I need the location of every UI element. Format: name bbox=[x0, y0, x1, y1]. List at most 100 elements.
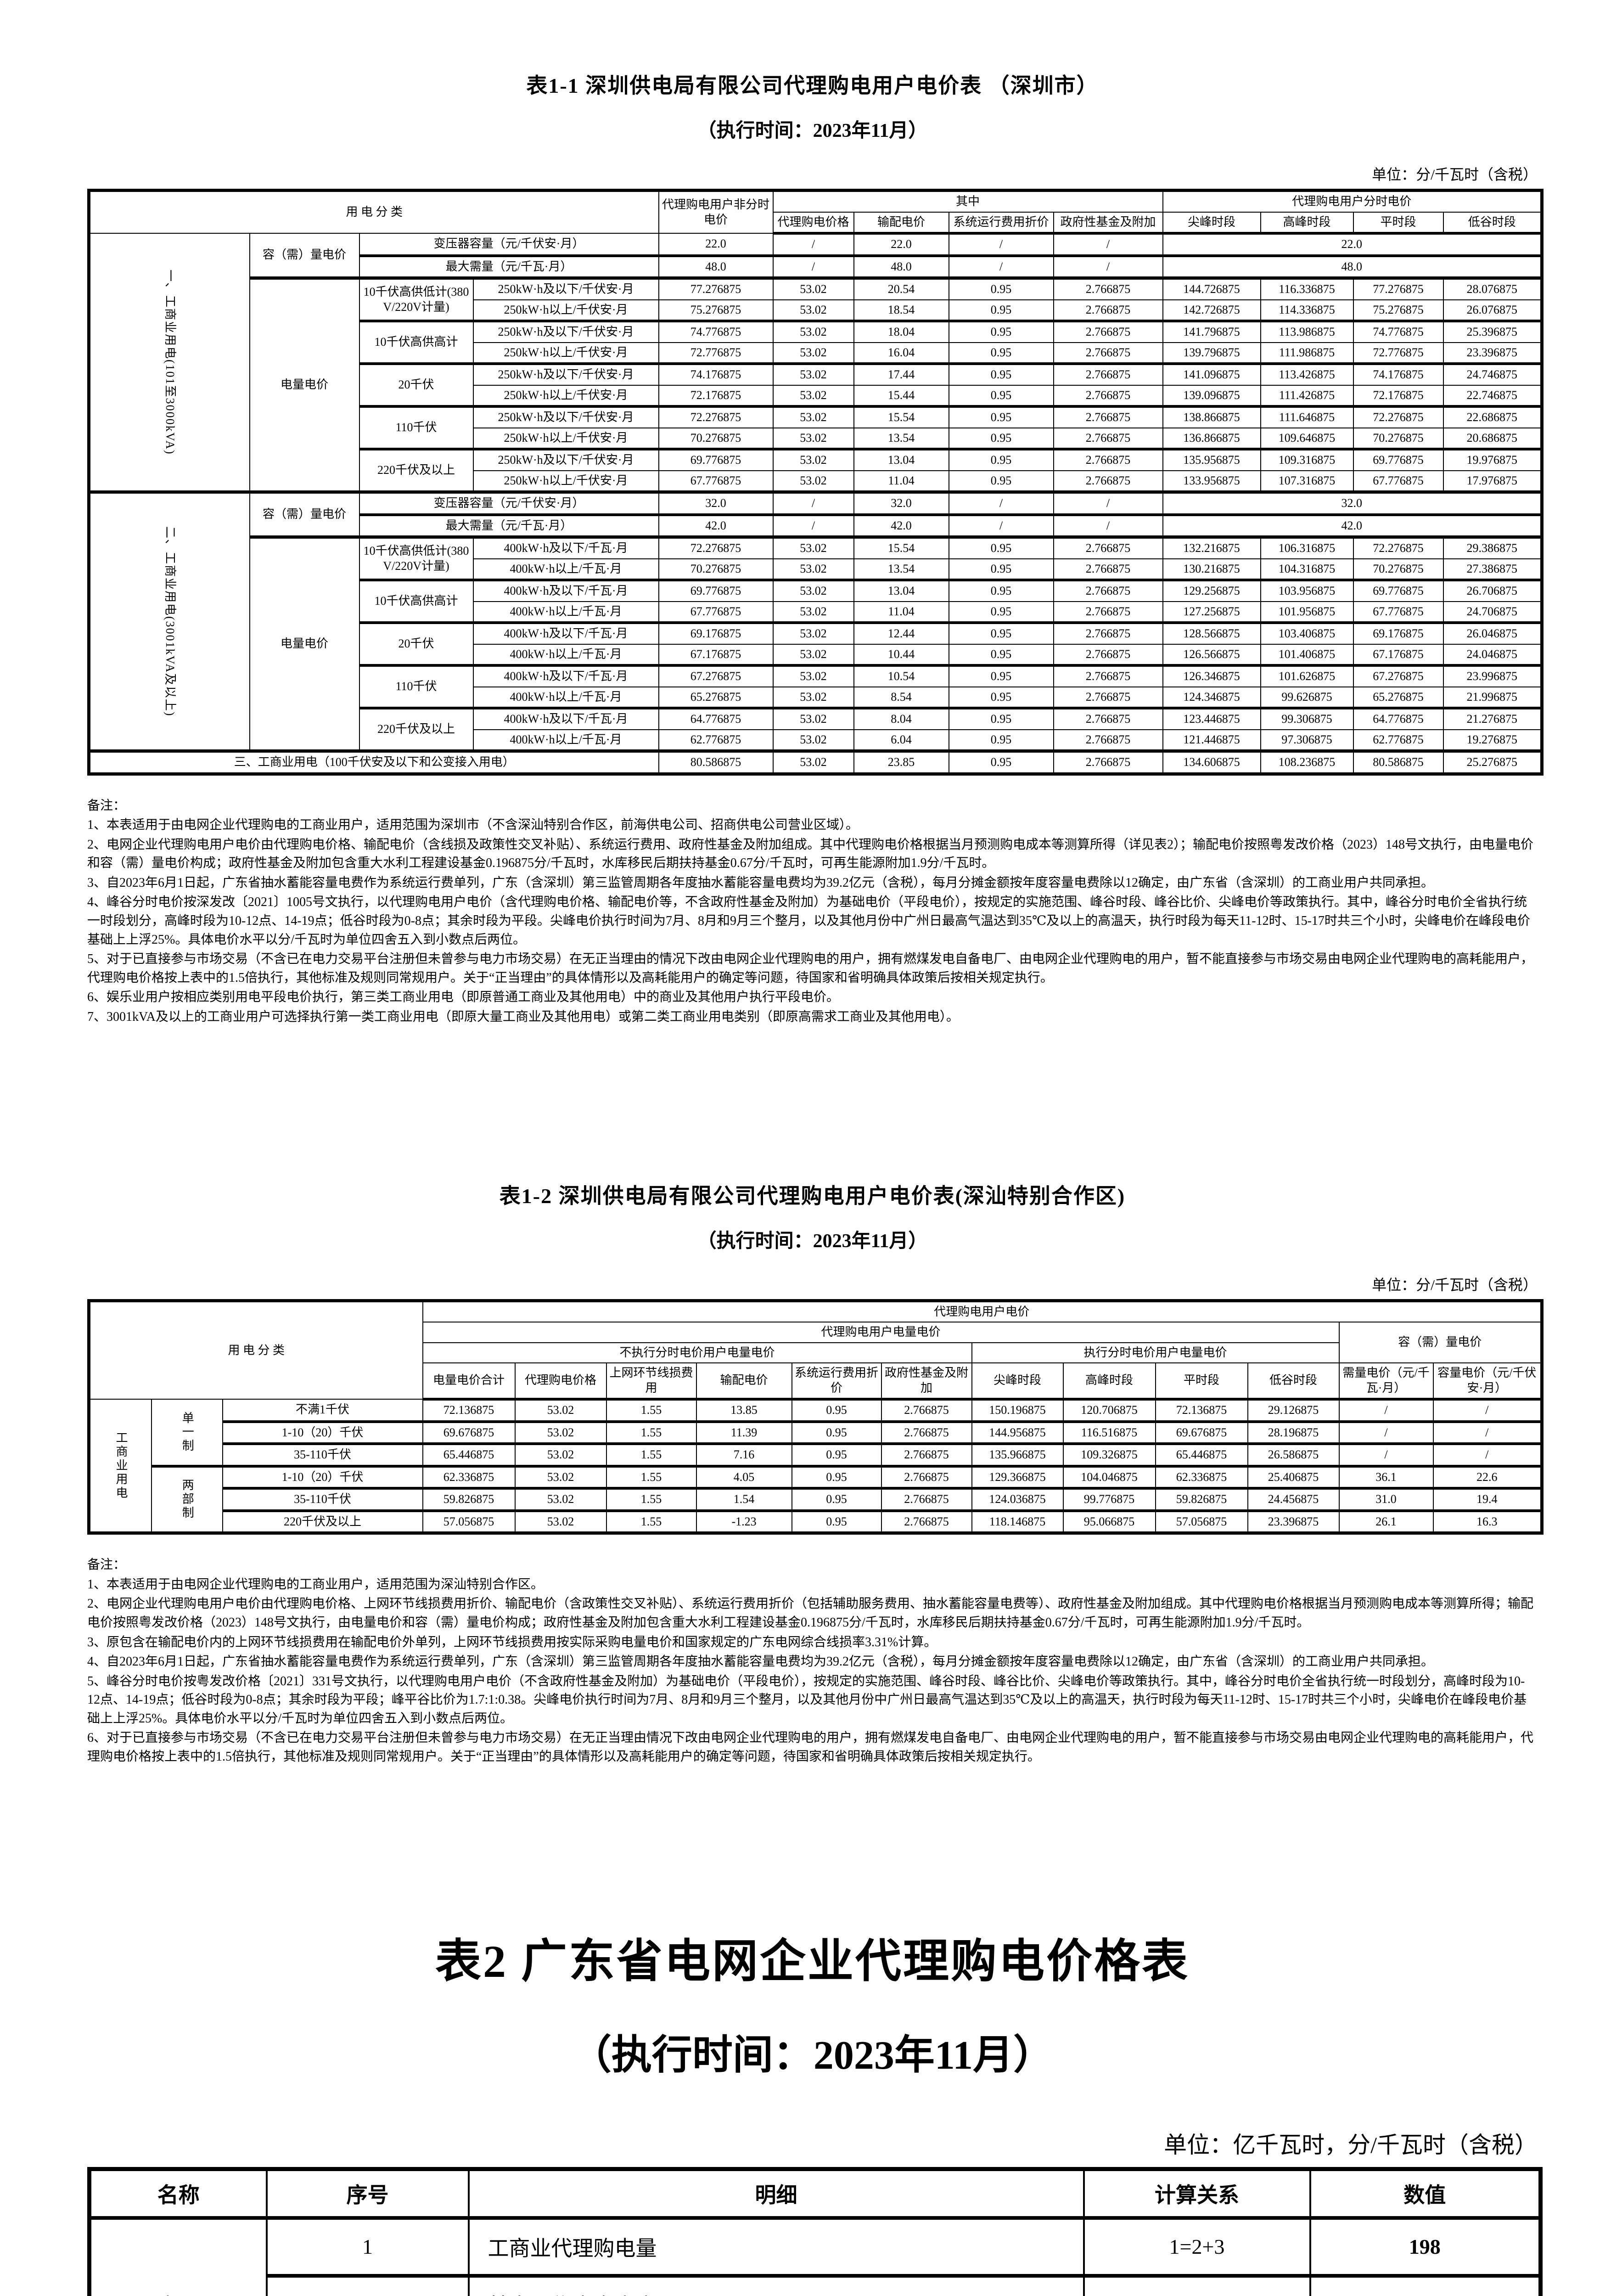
price-cell: 72.276875 bbox=[658, 535, 774, 559]
price-cell: 70.276875 bbox=[658, 427, 774, 450]
price-cell: 62.336875 bbox=[422, 1464, 516, 1489]
voltage-group-label: 110千伏 bbox=[359, 405, 474, 450]
col-header: 容量电价（元/千伏安·月） bbox=[1432, 1362, 1543, 1401]
price-cell: 22.6 bbox=[1432, 1464, 1543, 1489]
bracket-label: 250kW·h以上/千伏安·月 bbox=[472, 470, 659, 493]
price-cell: 139.096875 bbox=[1162, 384, 1261, 407]
row-label: 变压器容量（元/千伏安·月） bbox=[359, 233, 659, 256]
bracket-label: 400kW·h以上/千瓦·月 bbox=[472, 601, 659, 623]
col-header: 输配电价 bbox=[853, 211, 949, 235]
price-cell: 4.05 bbox=[696, 1464, 792, 1489]
price-cell: 109.326875 bbox=[1062, 1442, 1156, 1467]
price-cell: 72.276875 bbox=[1353, 535, 1444, 559]
price-cell: 104.046875 bbox=[1062, 1464, 1156, 1489]
price-cell: 13.54 bbox=[853, 558, 949, 580]
price-cell: 69.676875 bbox=[1155, 1420, 1248, 1445]
price-cell: / bbox=[772, 490, 854, 515]
price-cell: 11.39 bbox=[696, 1420, 792, 1445]
voltage-group-label: 110千伏 bbox=[359, 664, 474, 709]
price-cell: 53.02 bbox=[772, 664, 854, 687]
price-cell: 22.0 bbox=[853, 233, 949, 256]
col-header-among: 其中 bbox=[772, 190, 1163, 213]
price-cell: 75.276875 bbox=[658, 299, 774, 321]
price-cell: 99.776875 bbox=[1062, 1487, 1156, 1511]
price-cell: / bbox=[1338, 1442, 1434, 1467]
price-cell: 2.766875 bbox=[881, 1509, 972, 1534]
price-cell: 0.95 bbox=[948, 384, 1054, 407]
energy-price-label: 电量电价 bbox=[249, 535, 360, 752]
price-cell: 0.95 bbox=[948, 558, 1054, 580]
note-item: 6、娱乐业用户按相应类别用电平段电价执行，第三类工商业用电（即原普通工商业及其他… bbox=[87, 990, 840, 1005]
price-cell: 48.0 bbox=[853, 254, 949, 279]
price-cell-merged: 32.0 bbox=[1162, 490, 1543, 515]
price-cell: 124.036875 bbox=[971, 1487, 1064, 1511]
price-cell: 69.776875 bbox=[1353, 579, 1444, 602]
price-cell: / bbox=[948, 490, 1054, 515]
note-item: 5、峰谷分时电价按粤发改价格〔2021〕331号文执行，以代理购电用户电价（不含… bbox=[87, 1674, 1527, 1726]
row-label: 最大需量（元/千瓦·月） bbox=[359, 513, 659, 538]
price-cell: 80.586875 bbox=[1353, 749, 1444, 774]
price-cell: 126.566875 bbox=[1162, 643, 1261, 666]
price-cell: 48.0 bbox=[658, 254, 774, 279]
price-cell: 53.02 bbox=[772, 405, 854, 428]
col-header: 代理购电价格 bbox=[772, 211, 854, 235]
col-header-name: 名称 bbox=[88, 2168, 268, 2220]
col-header-detail: 明细 bbox=[467, 2168, 1085, 2220]
col-header: 平时段 bbox=[1155, 1362, 1248, 1401]
note-item: 7、3001kVA及以上的工商业用户可选择执行第一类工商业用电（即原大量工商业及… bbox=[87, 1010, 959, 1024]
price-cell: 2.766875 bbox=[1053, 601, 1163, 623]
table-1-2-title: 表1-2 深圳供电局有限公司代理购电用户电价表(深汕特别合作区) bbox=[499, 1184, 1126, 1208]
price-cell: 53.02 bbox=[772, 362, 854, 386]
notes-title: 备注： bbox=[87, 1558, 126, 1572]
col-header: 尖峰时段 bbox=[971, 1362, 1064, 1401]
price-cell: 70.276875 bbox=[1353, 558, 1444, 580]
price-cell: 132.216875 bbox=[1162, 535, 1261, 559]
col-header-capacity: 容（需）量电价 bbox=[1338, 1322, 1543, 1364]
table-2-subtitle: （执行时间：2023年11月） bbox=[571, 2033, 1054, 2078]
price-cell: 0.95 bbox=[948, 643, 1054, 666]
price-cell: 32.0 bbox=[658, 490, 774, 515]
price-cell: 95.066875 bbox=[1062, 1509, 1156, 1534]
price-cell: 53.02 bbox=[772, 749, 854, 774]
price-cell: 0.95 bbox=[791, 1487, 882, 1511]
price-cell: 72.176875 bbox=[1353, 384, 1444, 407]
price-cell: 69.176875 bbox=[658, 621, 774, 645]
price-cell: / bbox=[948, 233, 1054, 256]
price-cell: 2.766875 bbox=[1053, 342, 1163, 364]
price-cell: / bbox=[772, 233, 854, 256]
tariff-system-label-text: 单一制 bbox=[180, 1411, 194, 1453]
price-cell: 53.02 bbox=[772, 643, 854, 666]
col-header: 高峰时段 bbox=[1062, 1362, 1156, 1401]
price-cell: 11.04 bbox=[853, 470, 949, 493]
price-cell: 53.02 bbox=[514, 1399, 607, 1422]
price-cell: 67.276875 bbox=[658, 664, 774, 687]
price-cell: 138.866875 bbox=[1162, 405, 1261, 428]
price-cell: 72.136875 bbox=[422, 1399, 516, 1422]
price-cell: 2.766875 bbox=[1053, 362, 1163, 386]
price-cell: 80.586875 bbox=[658, 749, 774, 774]
group-label-quantity: 电量 bbox=[88, 2217, 268, 2296]
price-cell: 1.55 bbox=[606, 1464, 697, 1489]
price-cell: 114.336875 bbox=[1260, 299, 1354, 321]
price-cell: 57.056875 bbox=[422, 1509, 516, 1534]
price-cell: 53.02 bbox=[772, 579, 854, 602]
price-cell: 2.766875 bbox=[1053, 707, 1163, 730]
price-cell: 1.55 bbox=[606, 1399, 697, 1422]
voltage-label: 1-10（20）千伏 bbox=[222, 1420, 423, 1445]
price-cell: 72.776875 bbox=[1353, 342, 1444, 364]
price-cell: 21.276875 bbox=[1443, 707, 1543, 730]
col-header: 需量电价（元/千瓦·月） bbox=[1338, 1362, 1434, 1401]
voltage-group-label: 20千伏 bbox=[359, 621, 474, 666]
price-cell: 69.776875 bbox=[658, 448, 774, 471]
price-cell: 64.776875 bbox=[658, 707, 774, 730]
col-header: 高峰时段 bbox=[1260, 211, 1354, 235]
price-cell: 21.996875 bbox=[1443, 686, 1543, 709]
voltage-group-label: 10千伏高供高计 bbox=[359, 320, 474, 364]
section-label-text: 一、工商业用电(101至3000kVA) bbox=[163, 269, 177, 455]
price-cell: 53.02 bbox=[772, 299, 854, 321]
col-header-category: 用 电 分 类 bbox=[88, 190, 659, 234]
price-cell: 129.256875 bbox=[1162, 579, 1261, 602]
price-cell: 107.316875 bbox=[1260, 470, 1354, 493]
price-cell: 120.706875 bbox=[1062, 1399, 1156, 1422]
price-cell: 109.646875 bbox=[1260, 427, 1354, 450]
